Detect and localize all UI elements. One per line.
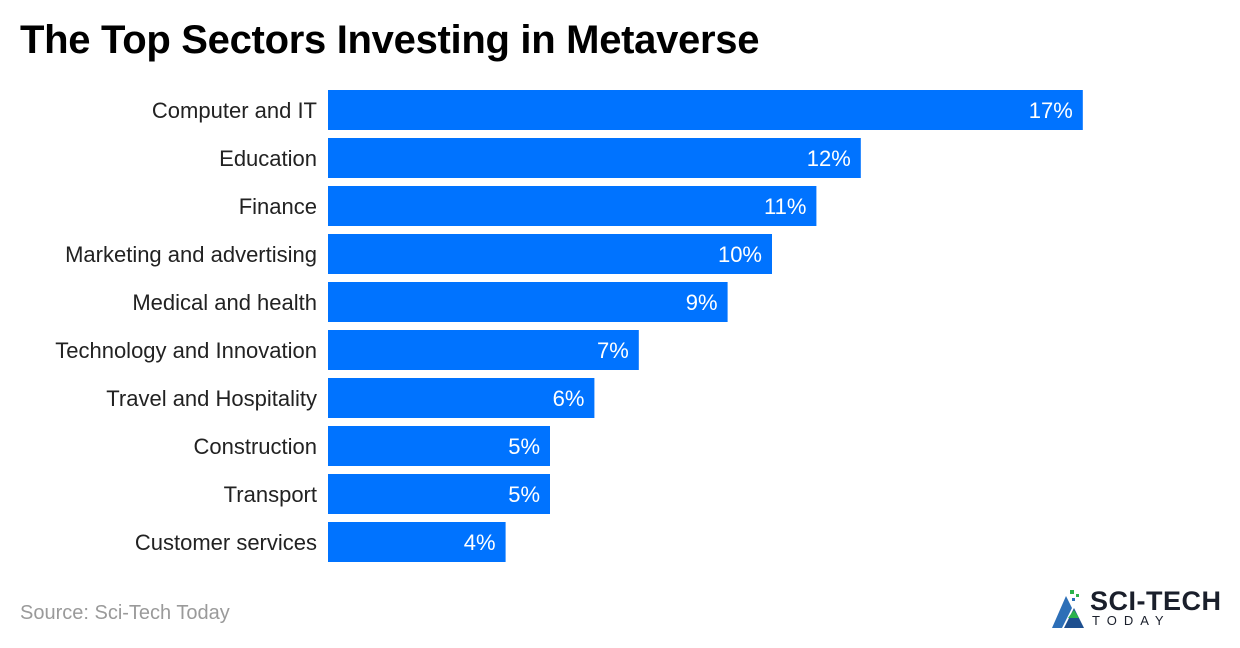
bar <box>328 522 506 562</box>
category-label: Education <box>219 146 317 171</box>
category-label: Medical and health <box>132 290 317 315</box>
value-label: 7% <box>597 338 629 363</box>
logo-subtext: TODAY <box>1092 613 1171 628</box>
chart-title: The Top Sectors Investing in Metaverse <box>20 18 760 62</box>
category-label: Travel and Hospitality <box>106 386 317 411</box>
bar <box>328 234 772 274</box>
source-note: Source: Sci-Tech Today <box>20 602 230 624</box>
category-label: Construction <box>193 434 317 459</box>
value-label: 12% <box>807 146 851 171</box>
bar <box>328 474 550 514</box>
category-label: Finance <box>239 194 317 219</box>
value-label: 6% <box>553 386 585 411</box>
category-label: Customer services <box>135 530 317 555</box>
bar <box>328 330 639 370</box>
value-label: 10% <box>718 242 762 267</box>
category-label: Transport <box>224 482 317 507</box>
category-label: Marketing and advertising <box>65 242 317 267</box>
bar <box>328 138 861 178</box>
bar <box>328 186 817 226</box>
value-label: 9% <box>686 290 718 315</box>
category-label: Technology and Innovation <box>55 338 317 363</box>
sci-tech-logo: SCI-TECH TODAY <box>1050 586 1230 634</box>
sci-tech-triangle-logo-icon <box>1052 590 1084 628</box>
bar <box>328 90 1083 130</box>
bar <box>328 282 728 322</box>
value-label: 5% <box>508 482 540 507</box>
bar <box>328 378 595 418</box>
value-label: 17% <box>1029 98 1073 123</box>
logo-wordmark: SCI-TECH <box>1090 586 1222 616</box>
category-label: Computer and IT <box>152 98 317 123</box>
value-label: 4% <box>464 530 496 555</box>
value-label: 11% <box>764 194 806 219</box>
bar <box>328 426 550 466</box>
value-label: 5% <box>508 434 540 459</box>
